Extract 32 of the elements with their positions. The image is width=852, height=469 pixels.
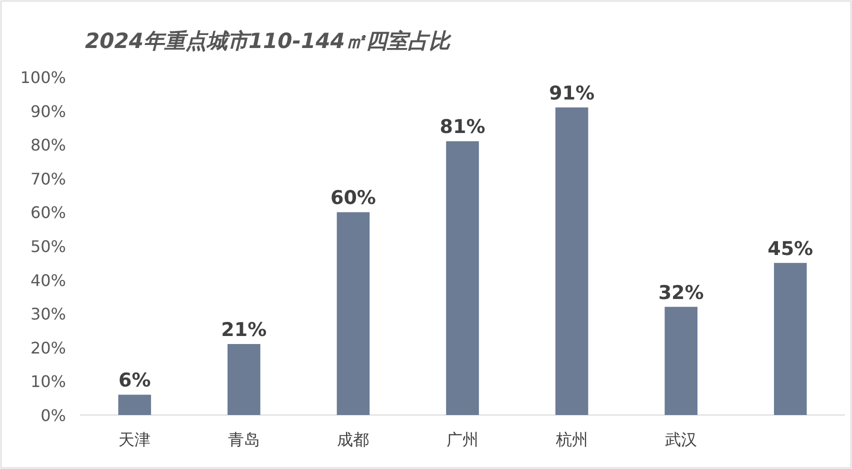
y-tick-label: 80% bbox=[30, 136, 66, 155]
x-tick-label: 天津 bbox=[118, 430, 151, 449]
y-tick-label: 90% bbox=[30, 102, 66, 121]
bar bbox=[555, 107, 588, 415]
bar bbox=[118, 394, 152, 415]
y-tick-label: 10% bbox=[30, 372, 66, 392]
data-label: 60% bbox=[330, 187, 376, 210]
data-label: 21% bbox=[221, 319, 267, 342]
y-tick-label: 20% bbox=[30, 338, 66, 358]
x-tick-label: 武汉 bbox=[665, 430, 698, 449]
bar bbox=[664, 306, 698, 415]
bar bbox=[228, 344, 260, 415]
x-tick-label: 成都 bbox=[337, 430, 370, 449]
data-label: 81% bbox=[440, 116, 486, 138]
bar bbox=[774, 262, 807, 415]
y-tick-label: 70% bbox=[30, 169, 66, 188]
data-label: 91% bbox=[549, 82, 595, 104]
y-tick-label: 30% bbox=[30, 304, 66, 324]
data-label: 6% bbox=[118, 370, 151, 392]
y-tick-label: 40% bbox=[30, 270, 66, 290]
x-tick-label: 青岛 bbox=[228, 430, 260, 449]
x-tick-label: 杭州 bbox=[554, 430, 588, 449]
y-tick-label: 100% bbox=[20, 68, 66, 87]
x-tick-label: 广州 bbox=[446, 430, 478, 449]
y-tick-label: 60% bbox=[30, 203, 66, 222]
bar bbox=[446, 141, 479, 415]
bar bbox=[336, 212, 370, 415]
data-label: 32% bbox=[658, 282, 704, 304]
y-tick-label: 50% bbox=[30, 237, 66, 256]
y-tick-label: 0% bbox=[40, 406, 66, 425]
chart-title: 2024年重点城市110-144㎡四室占比 bbox=[85, 29, 452, 53]
data-label: 45% bbox=[768, 238, 814, 260]
